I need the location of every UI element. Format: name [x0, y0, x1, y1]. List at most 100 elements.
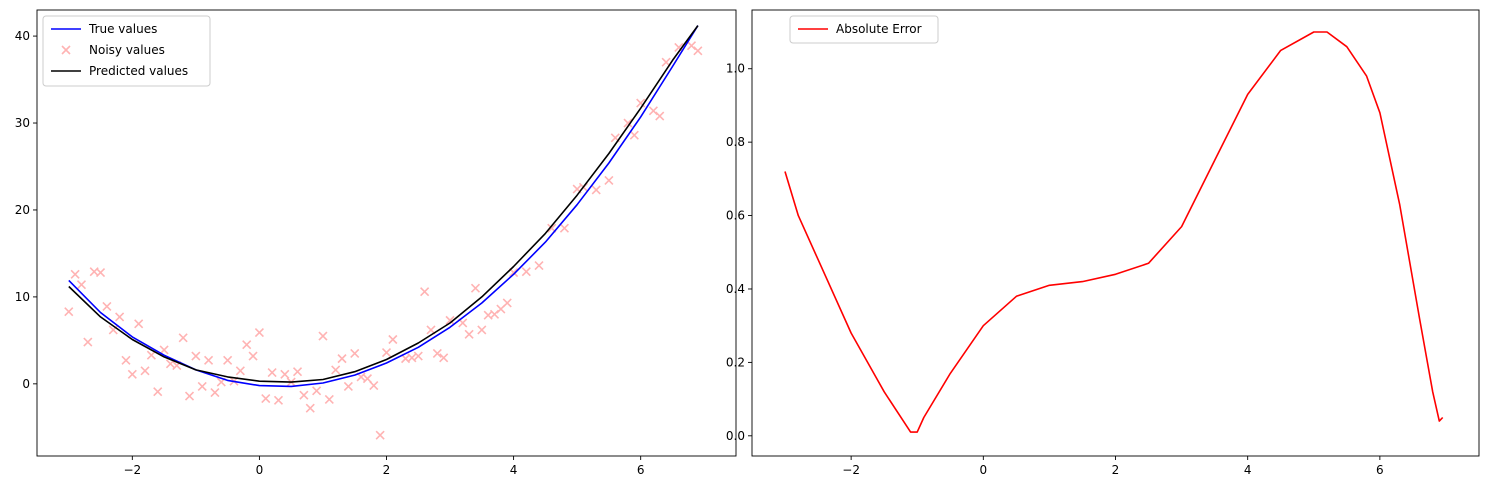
scatter-point: [350, 348, 360, 358]
scatter-point: [381, 347, 392, 358]
scatter-point: [184, 391, 195, 401]
x-tick-label: 6: [637, 463, 645, 477]
scatter-point: [70, 269, 80, 279]
scatter-point: [153, 387, 163, 397]
x-tick-label: 6: [1376, 463, 1384, 477]
scatter-point: [248, 351, 258, 361]
scatter-point: [464, 329, 474, 339]
y-tick-label: 0.4: [726, 282, 745, 296]
y-tick-label: 20: [15, 203, 30, 217]
series-line-absolute-error: [784, 31, 1444, 433]
legend: Absolute Error: [789, 15, 939, 44]
scatter-point: [591, 185, 601, 195]
x-tick-label: 4: [510, 463, 518, 477]
scatter-point: [267, 367, 277, 378]
legend-box: [42, 15, 211, 87]
scatter-point: [146, 350, 156, 360]
y-tick-label: 40: [15, 29, 30, 43]
scatter-point: [623, 118, 633, 128]
legend-box: [789, 15, 939, 44]
scatter-point: [197, 381, 207, 392]
scatter-point: [204, 355, 214, 365]
scatter-point: [305, 403, 315, 413]
y-tick-label: 1.0: [726, 62, 745, 76]
scatter-point: [375, 430, 385, 440]
scatter-point: [324, 394, 334, 405]
scatter-point: [407, 353, 417, 363]
scatter-point: [629, 130, 639, 140]
series-line-predicted-values: [68, 25, 699, 383]
scatter-point: [292, 367, 303, 377]
scatter-point: [445, 315, 455, 325]
x-tick-label: −2: [842, 463, 860, 477]
y-tick-label: 0: [22, 377, 30, 391]
scatter-point: [242, 340, 252, 350]
scatter-point: [102, 301, 112, 312]
scatter-point: [470, 283, 481, 293]
x-tick-label: 0: [256, 463, 264, 477]
x-tick-label: 4: [1244, 463, 1252, 477]
scatter-point: [686, 41, 697, 51]
plot-area: [64, 25, 703, 440]
scatter-point: [521, 267, 531, 277]
x-tick-label: 0: [979, 463, 987, 477]
x-tick-label: −2: [123, 463, 141, 477]
scatter-point: [502, 298, 512, 308]
legend-label: True values: [88, 22, 157, 36]
right-plot: −2 0 2 4 6 0.0 0.2 0.4 0.6 0.8 1.0 Absolute Error: [726, 9, 1480, 477]
scatter-point: [223, 355, 233, 365]
scatter-point: [64, 307, 74, 317]
legend: True values Noisy values Predicted values: [42, 15, 211, 87]
scatter-point: [273, 395, 284, 405]
scatter-point: [191, 351, 201, 361]
scatter-point: [534, 261, 544, 271]
scatter-point: [318, 331, 328, 341]
legend-label: Predicted values: [89, 64, 188, 78]
legend-label: Noisy values: [89, 43, 165, 57]
scatter-point: [648, 106, 658, 116]
scatter-point: [280, 369, 290, 379]
y-tick-label: 0.0: [726, 429, 745, 443]
scatter-point: [121, 355, 131, 365]
scatter-point: [439, 353, 449, 363]
y-tick-label: 10: [15, 290, 30, 304]
y-tick-label: 30: [15, 116, 30, 130]
scatter-point: [210, 387, 220, 398]
scatter-point: [95, 267, 106, 278]
y-tick-label: 0.8: [726, 135, 745, 149]
scatter-point: [76, 280, 87, 290]
scatter-point: [337, 354, 347, 364]
scatter-point: [178, 333, 188, 343]
x-tick-label: 2: [383, 463, 391, 477]
scatter-point: [388, 334, 398, 345]
scatter-point: [636, 98, 646, 108]
scatter-point: [693, 46, 703, 56]
y-tick-label: 0.2: [726, 355, 745, 369]
scatter-point: [254, 327, 264, 338]
scatter-point: [115, 312, 125, 322]
scatter-point: [477, 325, 487, 335]
scatter-point: [655, 111, 665, 121]
scatter-point: [369, 381, 379, 391]
scatter-point: [140, 366, 150, 376]
scatter-point: [235, 366, 245, 376]
y-tick-label: 0.6: [726, 209, 745, 223]
scatter-point: [312, 386, 322, 396]
plot-area: [784, 31, 1444, 433]
x-tick-label: 2: [1112, 463, 1120, 477]
legend-label: Absolute Error: [836, 22, 922, 36]
scatter-point: [331, 365, 341, 375]
legend-marker: [61, 45, 71, 55]
left-plot: −2 0 2 4 6 0 10 20 30 40 True values Noisy values Pr…: [15, 9, 737, 477]
scatter-point: [127, 369, 137, 379]
scatter-point: [604, 175, 614, 185]
scatter-point: [489, 309, 500, 319]
scatter-point: [299, 390, 309, 400]
scatter-point: [134, 319, 144, 329]
scatter-point: [343, 381, 353, 392]
scatter-point: [261, 394, 271, 404]
series-line-true-values: [68, 25, 699, 388]
scatter-point: [159, 345, 169, 355]
